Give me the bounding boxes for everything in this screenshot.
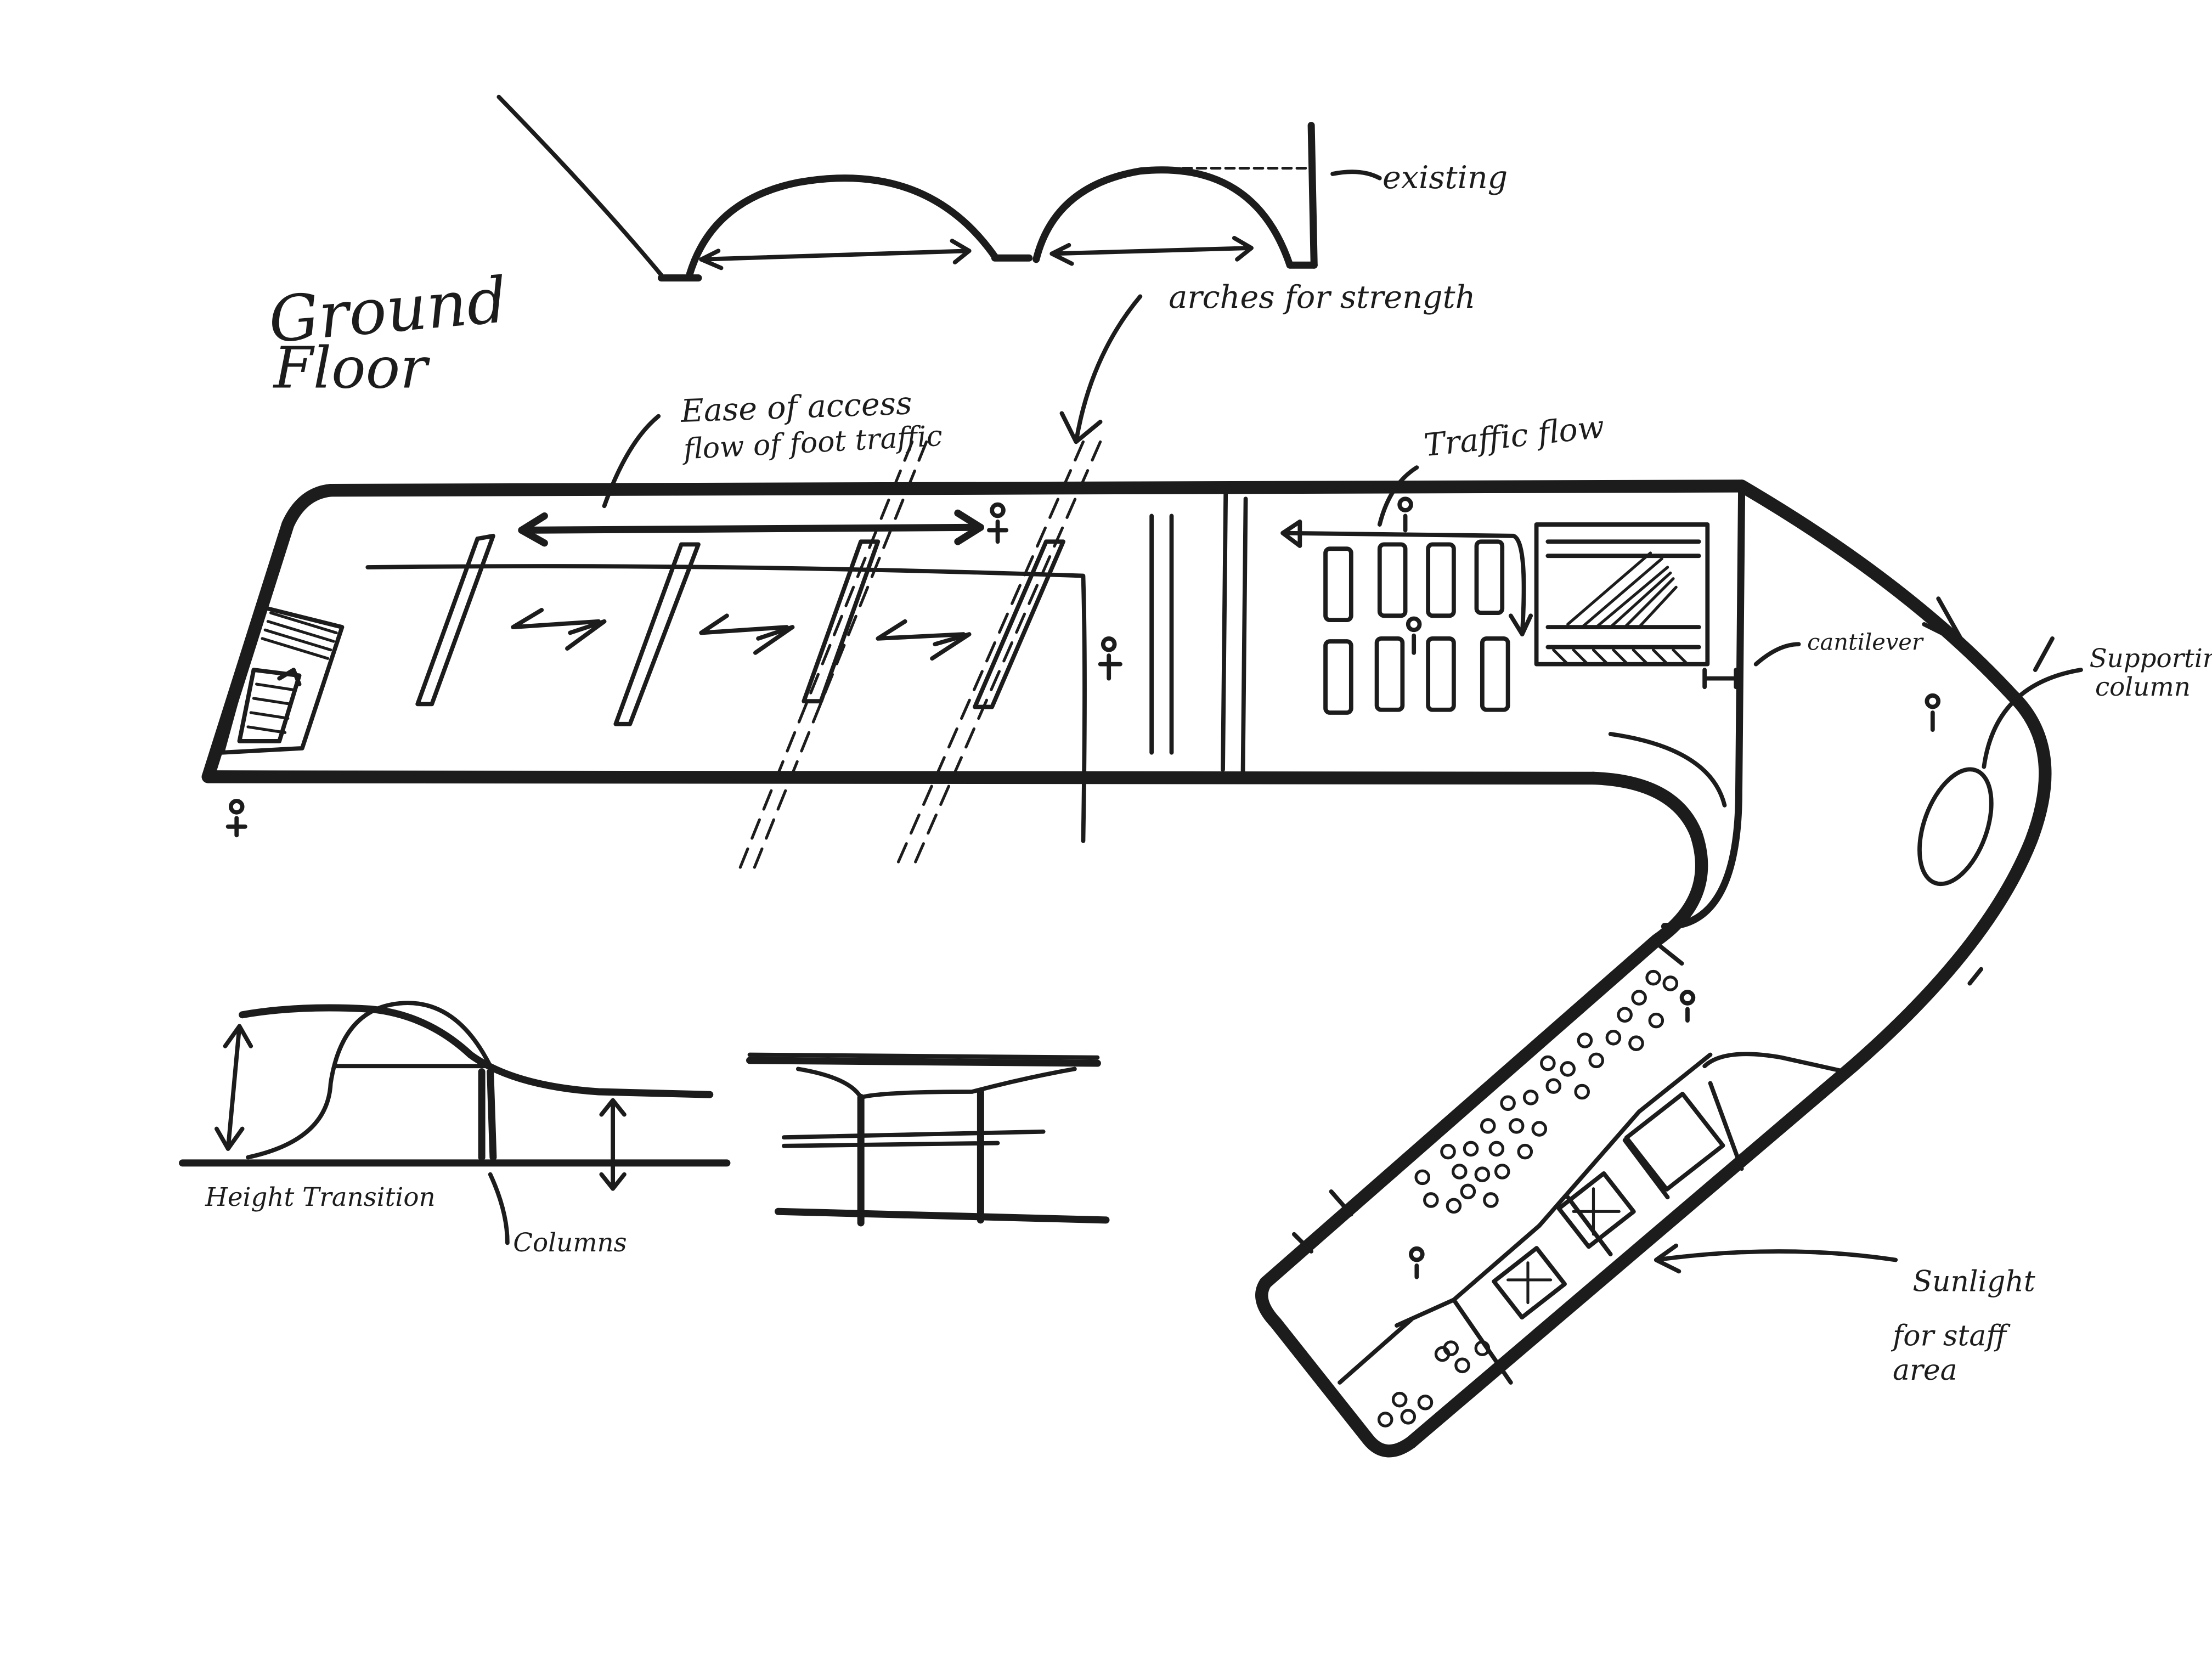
sunlight-label-2: for staff — [1891, 1319, 2011, 1352]
interior-line — [365, 564, 1087, 843]
seat-circle — [1628, 1035, 1644, 1051]
seat-circle — [1488, 1141, 1505, 1157]
seat-circle — [1391, 1391, 1408, 1408]
seat-circle — [1463, 1141, 1479, 1157]
arch-elevation — [496, 94, 1382, 282]
column-section — [746, 1052, 1110, 1227]
seat-circle — [1494, 1164, 1510, 1180]
seat-circle — [1631, 990, 1647, 1006]
seat-circle — [1423, 1192, 1439, 1208]
cantilever-leader — [1753, 642, 1801, 667]
seat-circle — [1522, 1090, 1539, 1105]
supporting-column-shape — [1917, 767, 1994, 887]
seat-circle — [1574, 1084, 1590, 1100]
arches-arrow — [1059, 294, 1143, 444]
foot-traffic-arrow — [518, 509, 984, 547]
seat-circle — [1452, 1164, 1468, 1180]
sunlight-label-3: area — [1893, 1354, 1957, 1387]
title-line-2: Floor — [273, 335, 430, 402]
diagonal-wing-interior — [1338, 938, 1848, 1385]
supporting-column-label-2: column — [2095, 673, 2191, 702]
seat-circle — [1577, 1032, 1593, 1048]
columns-label: Columns — [513, 1228, 627, 1258]
seat-circle — [1414, 1169, 1431, 1186]
arches-label: arches for strength — [1169, 279, 1475, 315]
corridor-lines — [1149, 489, 1248, 783]
sunlight-label-1: Sunlight — [1912, 1266, 2035, 1299]
seat-circle — [1454, 1357, 1470, 1374]
traffic-flow-label: Traffic flow — [1423, 409, 1606, 464]
seat-circle — [1446, 1198, 1462, 1214]
right-stair — [1534, 522, 1710, 667]
ease-access-label-1: Ease of access — [680, 385, 912, 430]
ease-access-leader — [602, 414, 661, 509]
cantilever-marker — [1702, 668, 1739, 690]
seat-circle — [1474, 1166, 1491, 1182]
seat-circle — [1517, 1143, 1533, 1160]
seat-circle — [1560, 1061, 1576, 1077]
seat-circle — [1443, 1340, 1459, 1356]
building-outline — [201, 479, 2052, 1458]
seat-circle — [1617, 1007, 1633, 1023]
seat-circle — [1508, 1118, 1525, 1134]
cantilever-label: cantilever — [1807, 629, 1924, 656]
projection-lines — [737, 440, 1102, 874]
seat-circle — [1460, 1183, 1476, 1200]
seat-circle — [1483, 1192, 1499, 1208]
supporting-column-label-1: Supporting — [2090, 644, 2212, 674]
seat-circle — [1648, 1012, 1664, 1029]
seat-circle — [1377, 1412, 1393, 1427]
existing-label: existing — [1383, 160, 1508, 196]
seat-circle — [1440, 1143, 1456, 1160]
seat-circle — [1400, 1409, 1417, 1425]
sunlight-arrow — [1654, 1243, 1898, 1274]
seat-circle — [1540, 1055, 1556, 1071]
seat-circle — [1480, 1118, 1496, 1134]
seat-circle — [1417, 1395, 1434, 1410]
seat-circle — [1531, 1121, 1548, 1137]
seat-circle — [1474, 1340, 1491, 1356]
flow-zigzags — [511, 608, 972, 661]
table-grid — [1323, 539, 1510, 715]
seat-circle — [1645, 969, 1661, 986]
person-markers — [225, 496, 1941, 1279]
traffic-flow-leader — [1377, 465, 1419, 527]
seat-circle — [1545, 1078, 1562, 1094]
seat-circle — [1605, 1030, 1622, 1046]
supporting-column-leader — [1982, 668, 2083, 769]
left-stair — [220, 605, 345, 755]
height-transition-section — [179, 1001, 731, 1245]
seat-circle — [1662, 975, 1679, 991]
traffic-flow-arrow — [1280, 519, 1533, 636]
seat-circle — [1500, 1095, 1516, 1111]
seat-circle — [1588, 1052, 1604, 1069]
seating-cluster — [1377, 969, 1679, 1427]
edge-marks — [1292, 596, 2055, 1254]
height-transition-label: Height Transition — [205, 1183, 436, 1212]
